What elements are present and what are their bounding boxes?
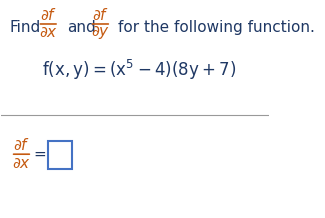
Text: and: and	[67, 20, 96, 35]
Text: $\mathsf{f(x,y) = \left(x^5 - 4\right)(8y + 7)}$: $\mathsf{f(x,y) = \left(x^5 - 4\right)(8…	[42, 58, 236, 82]
FancyBboxPatch shape	[48, 141, 72, 169]
Text: $\partial f$: $\partial f$	[40, 7, 57, 23]
Text: $\partial x$: $\partial x$	[39, 25, 58, 40]
Text: $\partial f$: $\partial f$	[92, 7, 109, 23]
Text: $\partial y$: $\partial y$	[91, 24, 110, 41]
Text: $\partial f$: $\partial f$	[13, 136, 30, 153]
Text: $\partial x$: $\partial x$	[12, 156, 31, 171]
Text: for the following function.: for the following function.	[118, 20, 315, 35]
Text: =: =	[34, 147, 46, 162]
Text: Find: Find	[9, 20, 41, 35]
